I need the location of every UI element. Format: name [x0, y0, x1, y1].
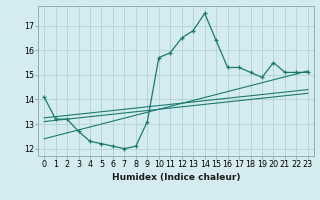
X-axis label: Humidex (Indice chaleur): Humidex (Indice chaleur)	[112, 173, 240, 182]
